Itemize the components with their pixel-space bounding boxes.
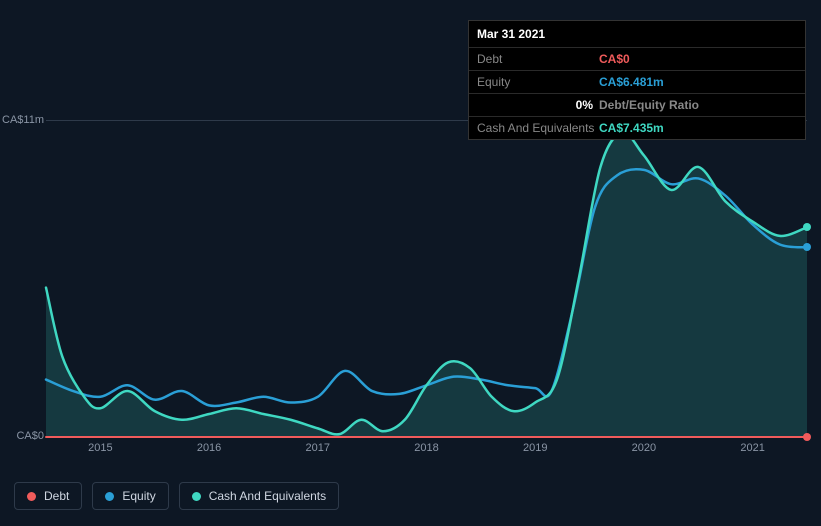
y-tick-label: CA$0 <box>16 430 44 442</box>
tooltip-row-cash: Cash And Equivalents CA$7.435m <box>469 117 805 139</box>
legend-swatch <box>27 492 36 501</box>
tooltip-label: Debt <box>477 52 599 66</box>
tooltip-label: Cash And Equivalents <box>477 121 599 135</box>
tooltip-label: Equity <box>477 75 599 89</box>
x-tick-label: 2017 <box>306 442 330 454</box>
tooltip-value: CA$7.435m <box>599 121 664 135</box>
legend: Debt Equity Cash And Equivalents <box>14 482 339 510</box>
tooltip-value: Debt/Equity Ratio <box>599 98 699 112</box>
x-tick-label: 2016 <box>197 442 221 454</box>
legend-item[interactable]: Equity <box>92 482 168 510</box>
legend-label: Cash And Equivalents <box>209 489 326 503</box>
chart-svg <box>46 121 807 437</box>
x-tick-label: 2015 <box>88 442 112 454</box>
legend-swatch <box>105 492 114 501</box>
tooltip-panel: Mar 31 2021 Debt CA$0 Equity CA$6.481m 0… <box>468 20 806 140</box>
plot-area[interactable] <box>46 120 807 438</box>
tooltip-label: 0% <box>477 98 599 112</box>
tooltip-row-debt: Debt CA$0 <box>469 48 805 71</box>
chart: 2015201620172018201920202021 CA$11mCA$0 <box>14 120 807 458</box>
y-tick-label: CA$11m <box>2 114 44 126</box>
tooltip-row-equity: Equity CA$6.481m <box>469 71 805 94</box>
x-tick-label: 2020 <box>632 442 656 454</box>
series-end-marker <box>803 243 811 251</box>
x-tick-label: 2018 <box>414 442 438 454</box>
legend-label: Equity <box>122 489 155 503</box>
series-end-marker <box>803 223 811 231</box>
tooltip-row-ratio: 0% Debt/Equity Ratio <box>469 94 805 117</box>
x-axis: 2015 2016 2017 2018 2019 2020 2021 <box>46 438 807 458</box>
legend-item[interactable]: Cash And Equivalents <box>179 482 339 510</box>
x-tick-label: 2021 <box>740 442 764 454</box>
legend-swatch <box>192 492 201 501</box>
tooltip-value: CA$0 <box>599 52 630 66</box>
x-tick-label: 2019 <box>523 442 547 454</box>
tooltip-date: Mar 31 2021 <box>469 21 805 48</box>
tooltip-value: CA$6.481m <box>599 75 664 89</box>
legend-label: Debt <box>44 489 69 503</box>
legend-item[interactable]: Debt <box>14 482 82 510</box>
